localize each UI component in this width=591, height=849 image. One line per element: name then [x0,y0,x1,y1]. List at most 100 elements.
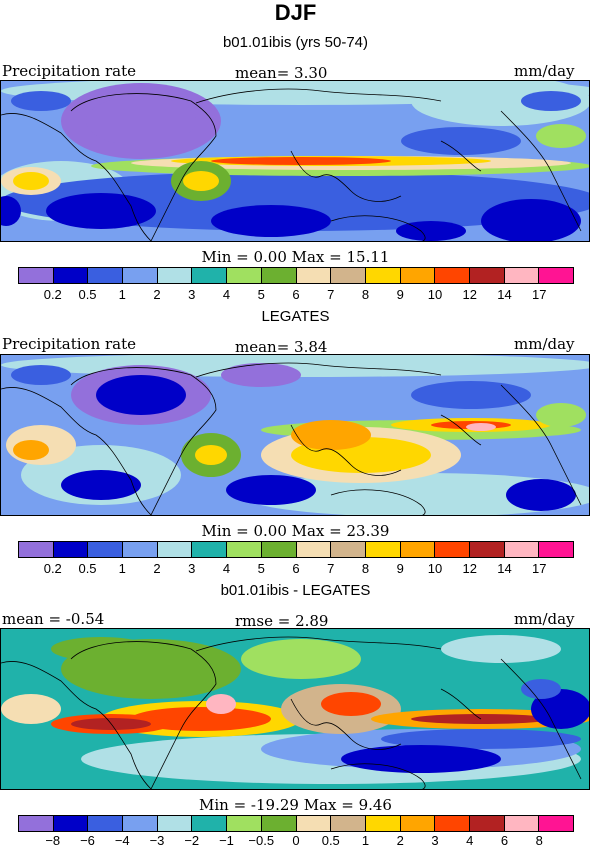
colorbar-swatch [296,816,332,831]
field-contour [86,96,196,146]
colorbar-swatch [331,542,366,557]
field-contour [466,423,496,431]
colorbar-tick-label: 5 [257,287,265,302]
colorbar-swatch [331,816,366,831]
panel1-variable-label: Precipitation rate [2,62,137,80]
colorbar-tick-label: 7 [327,561,335,576]
colorbar-tick-label: 9 [396,287,404,302]
panel3-colorbar-ticks: −8 −6 −4 −3 −2 −1 −0.5 0 0.5 1 2 3 4 6 8 [18,833,574,849]
colorbar-swatch [539,542,573,557]
panel3-difference-map [0,628,590,790]
panel3-subtitle: b01.01ibis - LEGATES [220,582,371,599]
colorbar-tick-label: 14 [497,561,512,576]
figure-title: DJF [274,0,317,25]
coastline [1,387,152,515]
colorbar-tick-label: 4 [222,287,231,302]
colorbar-swatch [19,816,54,831]
colorbar-swatch [227,542,262,557]
colorbar-tick-label: 2 [153,287,161,302]
field-contour [481,199,581,241]
panel2-minmax-label: Min = 0.00 Max = 23.39 [201,522,390,540]
colorbar-tick-label: 6 [292,287,300,302]
colorbar-tick-label: 1 [118,561,126,576]
panel1-mean-label: mean= 3.30 [235,64,328,82]
colorbar-swatch [296,268,332,283]
colorbar-tick-label: 12 [462,287,477,302]
field-contour [195,445,227,465]
field-contour [221,363,301,387]
colorbar-swatch [435,816,470,831]
colorbar-tick-label: −2 [184,833,200,848]
colorbar-tick-label: 3 [188,287,196,302]
coastline [500,658,582,780]
colorbar-swatch [19,542,54,557]
colorbar-tick-label: 17 [532,287,547,302]
colorbar-tick-label: 10 [427,561,443,576]
colorbar-tick-label: 2 [153,561,161,576]
coastline [290,424,402,476]
coastline [195,362,442,378]
field-contour [441,635,561,663]
field-contour [506,479,576,511]
colorbar-tick-label: 4 [222,561,231,576]
colorbar-swatch [157,816,193,831]
colorbar-swatch [88,816,124,831]
colorbar-tick-label: 8 [361,287,370,302]
colorbar-tick-label: 17 [532,561,547,576]
field-contour [321,692,381,716]
colorbar-tick-label: −1 [219,833,234,848]
colorbar-swatch [296,542,332,557]
colorbar-tick-label: 10 [427,287,443,302]
colorbar-tick-label: −3 [149,833,165,848]
coastline [330,215,426,241]
field-contour [46,193,156,229]
field-contour [226,475,316,505]
colorbar-tick-label: 1 [118,287,126,302]
panel1-colorbar-ticks: 0.2 0.5 1 2 3 4 5 6 7 8 9 10 12 14 17 [18,287,574,303]
panel2-mean-label: mean= 3.84 [235,338,328,356]
colorbar-swatch [400,816,436,831]
coastline [440,688,482,720]
colorbar-tick-label: 0 [292,833,300,848]
colorbar-swatch [365,542,401,557]
colorbar-tick-label: 6 [500,833,509,848]
colorbar-swatch [157,542,193,557]
colorbar-tick-label: −0.5 [248,833,275,848]
panel1-precipitation-map [0,80,590,242]
field-contour [536,403,586,427]
colorbar-tick-label: 3 [431,833,439,848]
field-contour [11,91,71,111]
panel2-variable-label: Precipitation rate [2,335,137,353]
colorbar-swatch [539,816,573,831]
coastline [290,698,402,750]
colorbar-tick-label: 0.5 [78,287,97,302]
colorbar-swatch [539,268,573,283]
field-contour [401,127,521,155]
colorbar-swatch [504,268,540,283]
colorbar-swatch [123,268,158,283]
colorbar-swatch [400,268,436,283]
coastline [330,763,426,789]
coastline [70,641,217,789]
panel2-precipitation-map [0,354,590,516]
colorbar-swatch [192,816,228,831]
colorbar-tick-label: 9 [396,561,404,576]
colorbar-swatch [227,268,262,283]
field-contour [341,745,501,773]
panel3-mean-label: mean = -0.54 [2,610,105,628]
panel1-units-label: mm/day [514,62,575,80]
field-contour [396,221,466,241]
colorbar-tick-label: 1 [361,833,370,848]
colorbar-swatch [504,542,540,557]
field-contour [11,365,71,385]
coastline [500,110,582,232]
colorbar-swatch [469,816,505,831]
colorbar-tick-label: −6 [80,833,95,848]
colorbar-tick-label: 8 [535,833,543,848]
colorbar-swatch [227,816,262,831]
colorbar-swatch [192,268,228,283]
colorbar-tick-label: 0.5 [321,833,340,848]
colorbar-swatch [504,816,540,831]
field-contour [183,171,219,191]
panel3-rmse-label: rmse = 2.89 [235,612,329,630]
